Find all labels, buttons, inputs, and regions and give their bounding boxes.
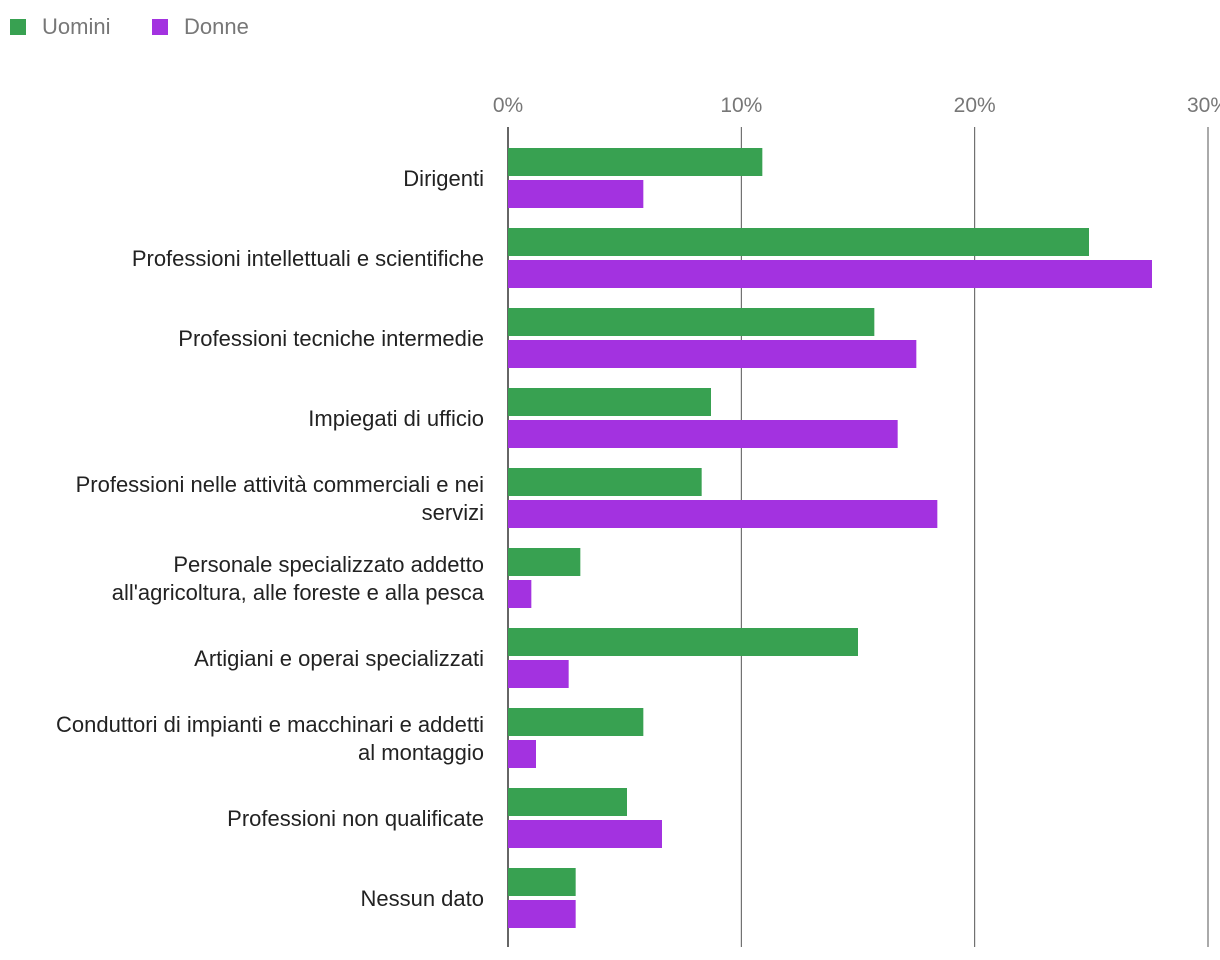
x-tick-label-20: 20% bbox=[954, 94, 996, 117]
category-label-line: Artigiani e operai specializzati bbox=[194, 646, 484, 671]
category-label: Professioni nelle attività commerciali e… bbox=[76, 472, 484, 525]
legend: Uomini Donne bbox=[10, 14, 249, 39]
category-label-line: Professioni tecniche intermedie bbox=[178, 326, 484, 351]
bar-uomini bbox=[508, 308, 875, 336]
category-label-line: servizi bbox=[422, 500, 484, 525]
category-label-line: Nessun dato bbox=[360, 886, 484, 911]
bar-donne bbox=[508, 340, 917, 368]
category-label: Professioni tecniche intermedie bbox=[178, 326, 484, 351]
category-label-line: al montaggio bbox=[358, 740, 484, 765]
bar-donne bbox=[508, 580, 532, 608]
bars bbox=[508, 148, 1152, 928]
legend-label-uomini: Uomini bbox=[42, 14, 110, 39]
x-tick-label-10: 10% bbox=[720, 94, 762, 117]
category-label: Dirigenti bbox=[403, 166, 484, 191]
legend-label-donne: Donne bbox=[184, 14, 249, 39]
bar-uomini bbox=[508, 148, 763, 176]
bar-uomini bbox=[508, 548, 581, 576]
category-label-line: Professioni non qualificate bbox=[227, 806, 484, 831]
bar-uomini bbox=[508, 228, 1089, 256]
bar-donne bbox=[508, 740, 536, 768]
category-label: Nessun dato bbox=[360, 886, 484, 911]
category-label-line: Professioni intellettuali e scientifiche bbox=[132, 246, 484, 271]
category-label: Impiegati di ufficio bbox=[308, 406, 484, 431]
bar-donne bbox=[508, 500, 938, 528]
bar-uomini bbox=[508, 708, 644, 736]
x-tick-label-30: 30% bbox=[1187, 94, 1220, 117]
category-label-line: all'agricoltura, alle foreste e alla pes… bbox=[112, 580, 485, 605]
category-label-line: Personale specializzato addetto bbox=[173, 552, 484, 577]
bar-donne bbox=[508, 820, 662, 848]
legend-swatch-donne bbox=[152, 19, 168, 35]
category-label: Conduttori di impianti e macchinari e ad… bbox=[56, 712, 484, 765]
bar-uomini bbox=[508, 868, 576, 896]
bar-donne bbox=[508, 660, 569, 688]
category-label-line: Dirigenti bbox=[403, 166, 484, 191]
x-axis-ticks: 0% 10% 20% 30% bbox=[493, 94, 1220, 117]
x-tick-label-0: 0% bbox=[493, 94, 523, 117]
category-labels: Dirigenti Professioni intellettuali e sci… bbox=[56, 166, 485, 911]
bar-uomini bbox=[508, 468, 702, 496]
category-label: Artigiani e operai specializzati bbox=[194, 646, 484, 671]
category-label: Professioni intellettuali e scientifiche bbox=[132, 246, 484, 271]
category-label-line: Professioni nelle attività commerciali e… bbox=[76, 472, 484, 497]
category-label: Professioni non qualificate bbox=[227, 806, 484, 831]
bar-uomini bbox=[508, 388, 711, 416]
bar-donne bbox=[508, 900, 576, 928]
category-label-line: Impiegati di ufficio bbox=[308, 406, 484, 431]
bar-donne bbox=[508, 260, 1152, 288]
category-label: Personale specializzato addetto all'agric… bbox=[112, 552, 485, 605]
bar-donne bbox=[508, 180, 644, 208]
bar-uomini bbox=[508, 628, 858, 656]
category-label-line: Conduttori di impianti e macchinari e ad… bbox=[56, 712, 484, 737]
legend-swatch-uomini bbox=[10, 19, 26, 35]
bar-uomini bbox=[508, 788, 627, 816]
bar-donne bbox=[508, 420, 898, 448]
